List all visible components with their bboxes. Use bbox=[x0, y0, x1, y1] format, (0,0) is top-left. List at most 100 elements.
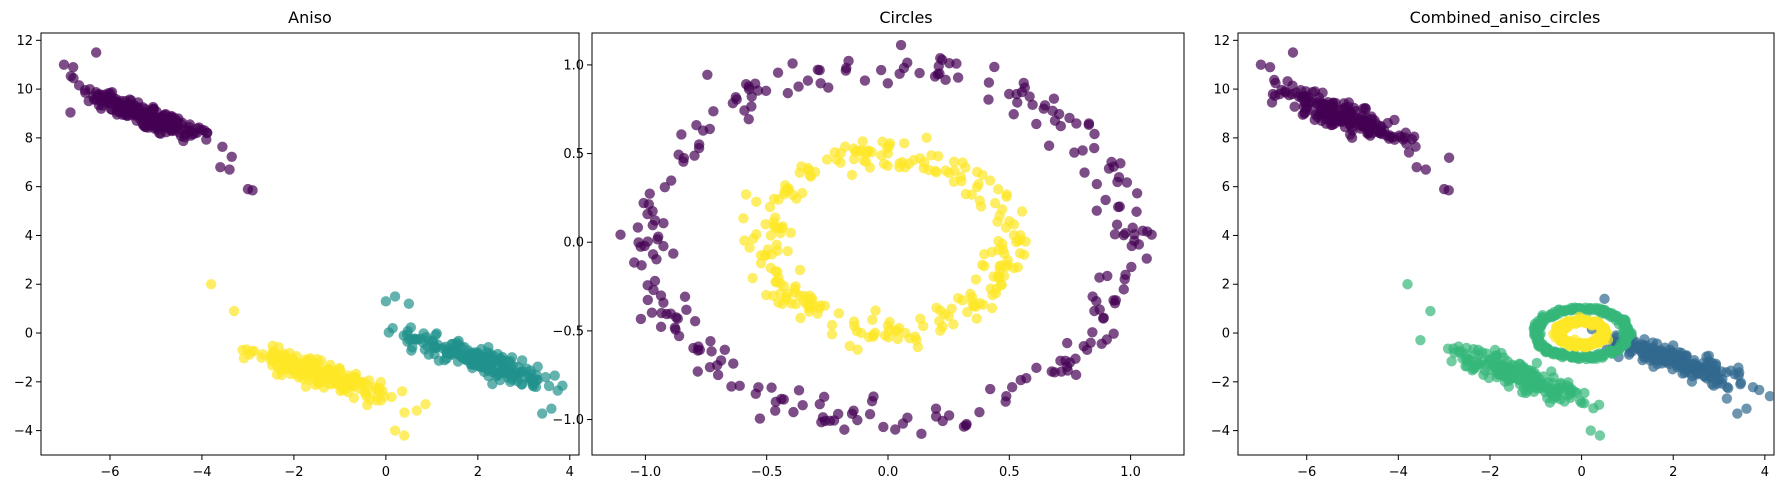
scatter-point bbox=[1710, 360, 1722, 371]
scatter-point bbox=[937, 415, 948, 427]
scatter-point bbox=[1120, 228, 1131, 239]
scatter-point bbox=[1588, 403, 1599, 414]
x-tick-label: −2 bbox=[284, 465, 303, 480]
scatter-point bbox=[1094, 272, 1105, 283]
scatter-point bbox=[893, 322, 905, 334]
scatter-point bbox=[647, 220, 658, 231]
scatter-point bbox=[986, 302, 998, 314]
scatter-point bbox=[205, 279, 217, 290]
scatter-point bbox=[1360, 102, 1371, 114]
scatter-point bbox=[738, 213, 749, 224]
x-tick-label: −0.5 bbox=[751, 465, 783, 480]
scatter-point bbox=[1061, 361, 1073, 372]
scatter-point bbox=[782, 87, 794, 99]
axes-frame bbox=[40, 32, 580, 456]
scatter-point bbox=[984, 175, 996, 186]
scatter-point bbox=[1064, 112, 1075, 124]
scatter-point bbox=[797, 187, 808, 199]
scatter-point bbox=[1131, 206, 1142, 217]
scatter-point bbox=[1574, 339, 1585, 350]
scatter-point bbox=[419, 344, 431, 355]
scatter-point bbox=[974, 407, 985, 418]
scatter-point bbox=[940, 74, 951, 86]
scatter-point bbox=[349, 381, 360, 392]
scatter-point bbox=[387, 322, 398, 334]
scatter-point bbox=[852, 344, 863, 355]
scatter-point bbox=[997, 244, 1009, 255]
scatter-point bbox=[1119, 274, 1130, 285]
scatter-point bbox=[247, 185, 258, 196]
scatter-point bbox=[166, 120, 177, 131]
scatter-point bbox=[930, 165, 941, 177]
scatter-point bbox=[971, 313, 982, 324]
scatter-point bbox=[708, 106, 719, 117]
y-tick-label: 8 bbox=[1222, 131, 1230, 146]
scatter-point bbox=[755, 258, 767, 269]
scatter-point bbox=[852, 414, 863, 426]
scatter-point bbox=[403, 298, 415, 309]
scatter-point bbox=[669, 322, 681, 333]
scatter-point bbox=[1472, 358, 1484, 369]
scatter-points bbox=[58, 47, 568, 441]
scatter-point bbox=[770, 222, 781, 234]
scatter-point bbox=[1070, 369, 1082, 381]
scatter-point bbox=[676, 129, 687, 140]
y-tick-label: 12 bbox=[16, 34, 33, 49]
panel-title: Aniso bbox=[288, 8, 332, 27]
y-tick-label: 10 bbox=[1213, 83, 1230, 98]
scatter-point bbox=[740, 189, 752, 200]
scatter-point bbox=[73, 80, 85, 91]
scatter-point bbox=[1038, 103, 1049, 114]
scatter-point bbox=[917, 320, 929, 332]
y-tick-label: −2 bbox=[14, 375, 33, 390]
scatter-point bbox=[58, 59, 70, 70]
scatter-point bbox=[1528, 377, 1539, 389]
scatter-point bbox=[768, 193, 780, 204]
scatter-point bbox=[491, 364, 502, 375]
scatter-point bbox=[1006, 382, 1018, 393]
y-tick-label: 2 bbox=[1222, 278, 1230, 293]
scatter-point bbox=[1555, 377, 1567, 389]
scatter-point bbox=[407, 342, 418, 353]
scatter-point bbox=[1666, 347, 1677, 358]
scatter-point bbox=[1001, 189, 1012, 200]
scatter-point bbox=[1676, 347, 1687, 359]
axes-frame bbox=[591, 32, 1185, 456]
scatter-points bbox=[615, 39, 1157, 440]
scatter-point bbox=[743, 114, 754, 125]
scatter-point bbox=[1598, 305, 1610, 316]
scatter-point bbox=[967, 296, 978, 308]
scatter-point bbox=[1078, 341, 1089, 352]
y-tick-label: 0 bbox=[25, 327, 33, 342]
scatter-point bbox=[1700, 362, 1711, 374]
scatter-point bbox=[789, 283, 800, 295]
scatter-point bbox=[882, 78, 894, 89]
scatter-point bbox=[760, 219, 771, 230]
scatter-point bbox=[970, 274, 982, 285]
scatter-point bbox=[1008, 229, 1020, 241]
scatter-point bbox=[1126, 261, 1137, 273]
scatter-point bbox=[978, 299, 989, 311]
x-tick-label: 2 bbox=[474, 465, 482, 480]
scatter-point bbox=[1399, 132, 1411, 143]
scatter-point bbox=[894, 68, 905, 79]
x-tick-label: −1.0 bbox=[630, 465, 662, 480]
scatter-point bbox=[1690, 362, 1701, 373]
scatter-point bbox=[966, 189, 977, 200]
scatter-point bbox=[1014, 248, 1026, 259]
scatter-point bbox=[935, 325, 946, 336]
scatter-point bbox=[979, 248, 990, 260]
scatter-point bbox=[487, 378, 498, 390]
scatter-point bbox=[659, 181, 671, 193]
scatter-point bbox=[655, 321, 667, 333]
x-tick-label: −6 bbox=[1297, 465, 1316, 480]
scatter-point bbox=[540, 372, 551, 383]
scatter-point bbox=[1732, 408, 1743, 419]
scatter-point bbox=[1091, 178, 1103, 190]
scatter-point bbox=[1747, 381, 1759, 393]
scatter-point bbox=[931, 302, 942, 314]
scatter-point bbox=[914, 67, 925, 79]
scatter-point bbox=[1420, 164, 1432, 175]
scatter-point bbox=[1495, 360, 1506, 372]
scatter-point bbox=[689, 150, 700, 161]
